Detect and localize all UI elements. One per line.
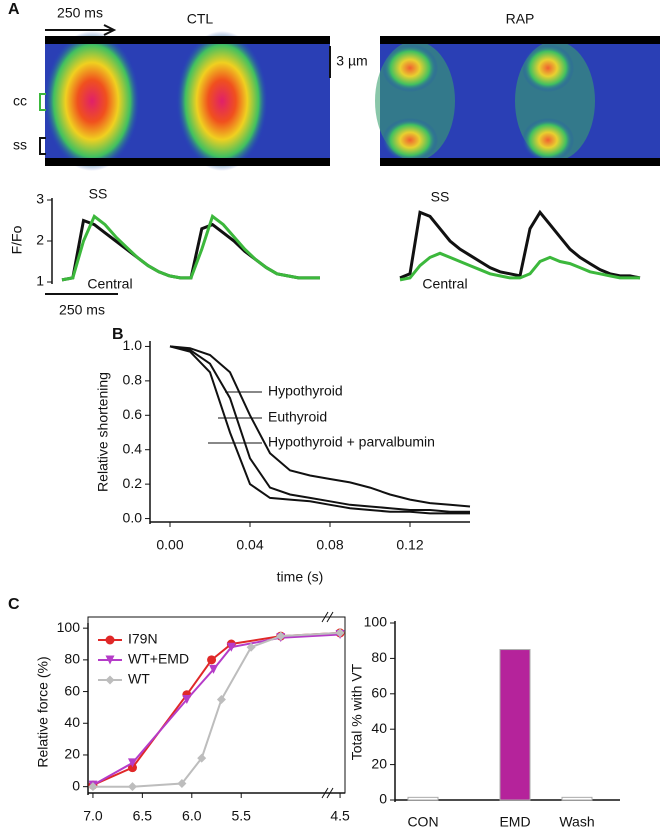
y-axis-label: F/Fo: [9, 225, 25, 254]
y-tick-label: 0.6: [123, 406, 143, 422]
x-axis-label: time (s): [277, 569, 324, 585]
panel-label: C: [8, 596, 20, 613]
annotation: cc: [13, 93, 27, 109]
series-line: [399, 209, 641, 280]
x-tick-label: 0.04: [236, 537, 263, 553]
data-point: [127, 758, 137, 768]
y-tick-label: 3: [36, 191, 44, 207]
series-label: Central: [87, 276, 132, 292]
y-tick-label: 1.0: [123, 337, 143, 353]
y-tick-label: 0.8: [123, 372, 143, 388]
annotation: 3 µm: [336, 53, 367, 69]
cc-bracket: [39, 93, 46, 111]
bar: [407, 796, 439, 801]
series-label: Euthyroid: [268, 409, 327, 425]
annotation: 250 ms: [59, 302, 105, 318]
x-tick-label: 5.5: [231, 808, 251, 824]
y-tick-label: 0.4: [123, 440, 143, 456]
ctl-linescan: [44, 31, 330, 171]
legend-label: WT: [128, 671, 150, 687]
x-tick-label: 6.5: [133, 808, 153, 824]
y-tick-label: 40: [64, 714, 80, 730]
y-tick-label: 60: [371, 685, 387, 701]
data-point: [216, 694, 226, 704]
y-axis-label: Relative shortening: [95, 372, 111, 492]
series-line: [61, 213, 320, 282]
y-tick-label: 0: [379, 791, 387, 807]
series-line: [169, 345, 471, 508]
data-point: [226, 642, 236, 652]
series-label: SS: [431, 189, 450, 205]
data-point: [209, 664, 219, 674]
panel-label: A: [8, 1, 20, 18]
x-tick-label: 0.00: [156, 537, 183, 553]
y-tick-label: 1: [36, 273, 44, 289]
chart-title: RAP: [506, 11, 535, 27]
x-tick-label: Wash: [559, 814, 594, 830]
series-label: Hypothyroid: [268, 383, 343, 399]
y-tick-label: 0: [72, 777, 80, 793]
data-point: [127, 763, 137, 773]
data-point: [88, 782, 98, 792]
x-tick-label: EMD: [499, 814, 530, 830]
data-point: [177, 778, 187, 788]
x-tick-label: CON: [407, 814, 438, 830]
series-line: [61, 218, 320, 282]
x-tick-label: 6.0: [182, 808, 202, 824]
series-label: Hypothyroid + parvalbumin: [268, 434, 435, 450]
bar: [561, 796, 593, 801]
fit-line: [92, 631, 341, 788]
x-tick-label: 0.08: [316, 537, 343, 553]
legend-marker: [105, 655, 115, 665]
y-tick-label: 100: [57, 619, 81, 635]
data-point: [276, 631, 286, 641]
y-tick-label: 40: [371, 720, 387, 736]
data-point: [207, 655, 217, 665]
y-tick-label: 2: [36, 232, 44, 248]
chart-title: CTL: [187, 11, 214, 27]
data-point: [246, 642, 256, 652]
y-tick-label: 20: [64, 746, 80, 762]
series-label: SS: [89, 186, 108, 202]
bar: [499, 649, 531, 801]
y-tick-label: 20: [371, 755, 387, 771]
axis-break: [321, 611, 334, 799]
rap-linescan: [375, 36, 660, 166]
legend-label: WT+EMD: [128, 651, 189, 667]
series-line: [169, 345, 470, 513]
x-tick-label: 4.5: [330, 808, 350, 824]
series-line: [169, 345, 470, 515]
data-point: [182, 694, 192, 704]
series-label: Central: [422, 276, 467, 292]
data-point: [335, 628, 345, 638]
y-tick-label: 60: [64, 682, 80, 698]
annotation: 250 ms: [57, 5, 103, 21]
panel-label: B: [112, 326, 124, 343]
y-axis-label: Relative force (%): [35, 656, 51, 767]
series-line: [399, 251, 640, 282]
y-axis-label: Total % with VT: [349, 663, 365, 760]
legend-marker: [105, 635, 115, 645]
legend-marker: [105, 675, 115, 685]
data-point: [127, 782, 137, 792]
y-tick-label: 80: [64, 651, 80, 667]
y-tick-label: 80: [371, 649, 387, 665]
y-tick-label: 0.0: [123, 509, 143, 525]
x-tick-label: 7.0: [83, 808, 103, 824]
y-tick-label: 0.2: [123, 475, 143, 491]
y-tick-label: 100: [364, 614, 388, 630]
annotation: ss: [13, 137, 27, 153]
data-point: [197, 753, 207, 763]
ss-bracket: [39, 137, 46, 155]
legend-label: I79N: [128, 631, 158, 647]
x-tick-label: 0.12: [396, 537, 423, 553]
arrow-head: [103, 24, 117, 36]
